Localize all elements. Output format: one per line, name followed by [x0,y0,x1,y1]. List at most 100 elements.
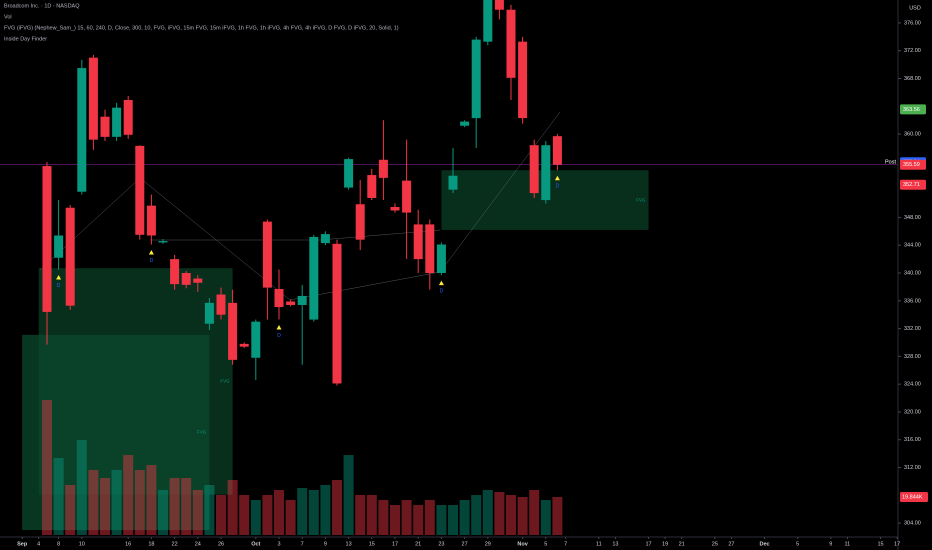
inside-day-label: D [440,288,444,294]
candle-body [135,145,145,235]
volume-bar [401,500,412,535]
x-tick-label: 11 [596,541,602,547]
fvg-zone [22,334,210,531]
candle-body [483,0,493,42]
y-tick-label: 336.00 [904,298,921,304]
candle-body [216,294,226,315]
candle-body [100,116,110,137]
x-tick-label: 21 [679,541,685,547]
x-tick-label: 4 [37,541,40,547]
x-tick-label: Nov [517,541,528,547]
candle-body [506,9,516,78]
x-tick-label: 15 [369,541,375,547]
candle-body [471,39,481,119]
x-tick-label: 26 [218,541,224,547]
y-tick-label: 304.00 [904,521,921,527]
volume-bar [540,500,551,535]
candle-body [170,259,180,285]
y-tick-label: 360.00 [904,132,921,138]
y-tick-label: 332.00 [904,326,921,332]
candle-body [239,343,249,347]
inside-day-label: D [556,184,560,190]
volume-bar [552,497,563,535]
price-label: 355.59 [903,162,920,168]
volume-bar [181,478,192,535]
x-tick-label: 15 [877,541,883,547]
trend-line [439,111,561,273]
volume-bar [100,478,110,535]
inside-day-label: D [150,258,154,264]
volume-label: 19.844K [902,494,923,500]
candle-body [146,205,156,236]
x-tick-label: Oct [251,541,260,547]
x-tick-label: Sep [17,541,28,547]
y-tick-label: 312.00 [904,465,921,471]
volume-bar [459,500,470,535]
fvg-label: FVG [197,430,207,435]
volume-bar [42,400,52,535]
x-tick-label: Dec [759,541,769,547]
volume-bar [76,440,87,535]
price-tag: Post [885,160,896,166]
candle-body [54,235,64,258]
x-tick-label: 17 [645,541,651,547]
volume-bar [424,500,435,535]
indicator-label: Inside Day Finder [4,36,47,42]
inside-day-label: D [57,283,61,289]
x-tick-label: 3 [277,541,280,547]
candle-body [552,136,562,165]
volume-bar [471,495,482,535]
inside-day-marker [56,275,62,280]
volume-bar [169,478,180,535]
x-tick-label: 29 [485,541,491,547]
x-tick-label: 16 [125,541,131,547]
candle-body [88,57,98,140]
x-tick-label: 5 [796,541,799,547]
y-tick-label: 324.00 [904,382,921,388]
volume-bar [390,505,400,535]
y-tick-label: 328.00 [904,354,921,360]
volume-bar [517,497,528,535]
inside-day-marker [438,280,444,286]
candle-body [529,145,539,194]
volume-bar [88,470,99,535]
volume-bar [192,490,203,535]
x-tick-label: 9 [324,541,327,547]
volume-bar [216,495,226,535]
y-tick-label: 348.00 [904,215,921,221]
volume-bar [482,490,493,535]
volume-bar [239,495,250,535]
candle-body [65,207,75,306]
candle-body [204,302,214,324]
x-tick-label: 7 [301,541,304,547]
candle-body [436,244,446,274]
fvg-label: FVG [636,197,646,202]
volume-bar [378,500,389,535]
x-tick-label: 22 [172,541,178,547]
indicator-label: Vol [4,14,12,20]
volume-bar [227,480,238,535]
x-tick-label: 19 [662,541,668,547]
candle-body [494,0,504,10]
x-tick-label: 24 [195,541,201,547]
x-tick-label: 23 [438,541,444,547]
candle-body [297,295,307,305]
volume-bar [366,495,377,535]
x-tick-label: 27 [728,541,734,547]
volume-bar [332,480,342,535]
candle-body [332,243,342,384]
volume-bar [146,465,157,535]
x-tick-label: 9 [829,541,832,547]
candle-body [309,236,319,320]
volume-bar [65,485,76,535]
y-tick-label: 320.00 [904,409,921,415]
volume-bar [204,485,215,535]
y-tick-label: 344.00 [904,243,921,249]
volume-bar [413,505,424,535]
volume-bar [158,490,168,535]
volume-bar [123,455,134,535]
candle-body [378,159,388,178]
x-tick-label: 13 [612,541,618,547]
fvg-label: FVG [220,379,230,384]
